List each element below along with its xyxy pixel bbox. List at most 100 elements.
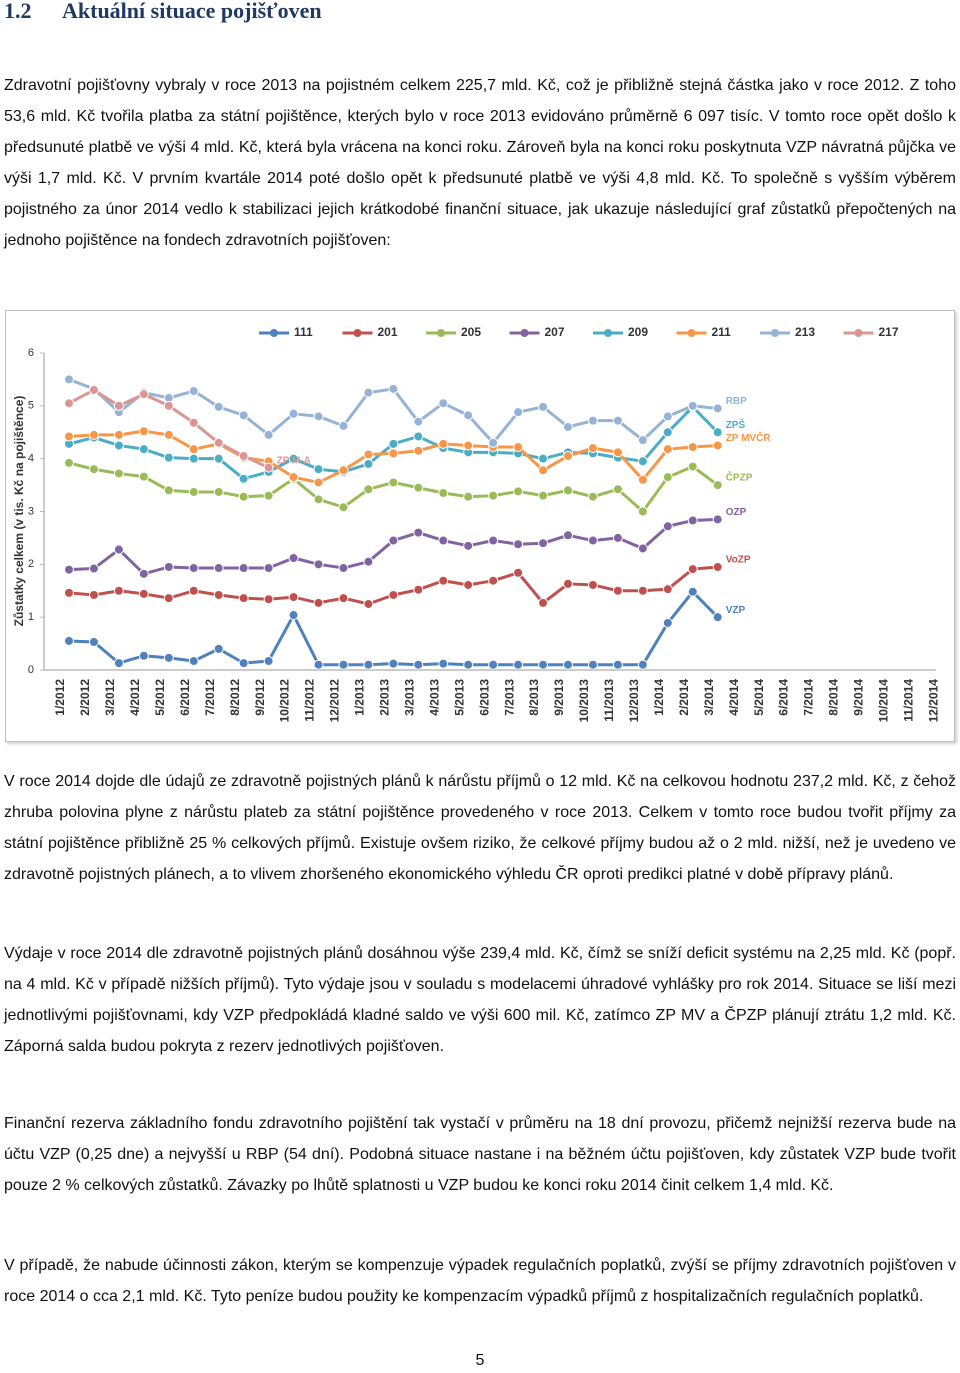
x-tick-label: 8/2012 <box>228 679 242 716</box>
data-point <box>413 527 424 538</box>
paragraph: V roce 2014 dojde dle údajů ze zdravotně… <box>4 773 956 883</box>
data-point <box>188 417 199 428</box>
data-point <box>138 650 149 661</box>
data-point <box>188 563 199 574</box>
data-point <box>413 416 424 427</box>
data-point <box>513 659 524 670</box>
paragraph: Výdaje v roce 2014 dle zdravotně pojistn… <box>4 945 956 1055</box>
legend-marker <box>270 329 278 337</box>
x-tick-label: 7/2014 <box>802 679 816 716</box>
legend-label: 211 <box>712 325 732 339</box>
data-point <box>463 410 474 421</box>
data-point <box>587 491 598 502</box>
chart: Zůstatky celkem (v tis. Kč na pojištěnce… <box>12 325 940 723</box>
data-point <box>213 453 224 464</box>
series-end-label: ZPŠ <box>726 418 746 431</box>
data-point <box>188 486 199 497</box>
data-point <box>488 535 499 546</box>
data-point <box>488 659 499 670</box>
page-number: 5 <box>475 1352 485 1369</box>
data-point <box>687 400 698 411</box>
data-point <box>288 453 299 464</box>
data-point <box>712 403 723 414</box>
data-point <box>612 415 623 426</box>
data-point <box>563 421 573 432</box>
data-point <box>637 435 648 446</box>
x-tick-label: 7/2013 <box>502 679 516 716</box>
section-heading: 1.2 Aktuální situace pojišťoven <box>4 0 322 24</box>
data-point <box>687 586 698 597</box>
series-end-label: RBP <box>726 396 747 407</box>
x-tick-label: 5/2014 <box>752 679 766 716</box>
data-point <box>138 426 149 437</box>
data-point <box>88 563 99 574</box>
data-point <box>213 486 224 497</box>
y-axis-label: Zůstatky celkem (v tis. Kč na pojištěnce… <box>12 396 26 627</box>
data-point <box>363 484 374 495</box>
x-tick-label: 11/2014 <box>901 679 915 722</box>
data-point <box>288 408 299 419</box>
data-point <box>488 575 499 586</box>
x-tick-label: 4/2012 <box>128 679 142 716</box>
data-point <box>388 383 399 394</box>
data-point <box>513 539 524 550</box>
legend-label: 111 <box>294 325 313 339</box>
data-point <box>263 594 274 605</box>
data-point <box>712 427 723 438</box>
section-title: Aktuální situace pojišťoven <box>62 0 322 23</box>
data-point <box>64 431 74 442</box>
x-tick-label: 3/2014 <box>702 679 716 716</box>
data-point <box>612 532 623 543</box>
legend-label: 213 <box>795 325 815 339</box>
data-point <box>513 486 524 497</box>
data-point <box>637 474 648 485</box>
data-point <box>138 588 149 599</box>
data-point <box>587 659 598 670</box>
y-tick-label: 0 <box>28 664 34 676</box>
data-point <box>712 612 723 623</box>
data-point <box>637 659 648 670</box>
data-point <box>263 563 274 574</box>
y-tick-label: 1 <box>28 611 34 623</box>
data-point <box>463 440 474 451</box>
paragraph: Finanční rezerva základního fondu zdravo… <box>4 1115 956 1194</box>
x-tick-label: 1/2013 <box>353 679 367 716</box>
y-tick-label: 4 <box>28 453 34 465</box>
data-point <box>388 477 399 488</box>
data-point <box>188 585 199 596</box>
data-point <box>88 589 99 600</box>
legend-label: 201 <box>378 325 398 339</box>
legend-label: 209 <box>628 325 648 339</box>
data-point <box>662 617 673 628</box>
data-point <box>163 485 174 496</box>
x-tick-label: 11/2012 <box>303 679 317 722</box>
data-point <box>388 535 399 546</box>
data-point <box>213 563 224 574</box>
data-point <box>637 456 648 467</box>
data-point <box>563 485 573 496</box>
data-point <box>313 411 324 422</box>
data-point <box>538 453 549 464</box>
y-tick-label: 6 <box>28 347 34 359</box>
data-point <box>612 659 623 670</box>
data-point <box>88 636 99 647</box>
data-point <box>113 429 124 440</box>
data-point <box>113 440 124 451</box>
series-end-label: ZP M-A <box>277 455 311 466</box>
y-tick-label: 2 <box>28 558 34 570</box>
data-point <box>163 652 174 663</box>
data-point <box>64 635 74 646</box>
data-point <box>238 563 249 574</box>
data-point <box>712 480 723 491</box>
data-point <box>563 578 573 589</box>
data-point <box>563 659 573 670</box>
data-point <box>687 461 698 472</box>
data-point <box>263 490 274 501</box>
data-point <box>163 452 174 463</box>
x-tick-label: 10/2013 <box>577 679 591 723</box>
legend-marker <box>687 329 696 337</box>
data-point <box>363 458 374 469</box>
data-point <box>438 398 449 409</box>
x-tick-label: 5/2012 <box>153 679 167 716</box>
x-tick-label: 6/2012 <box>178 679 192 716</box>
